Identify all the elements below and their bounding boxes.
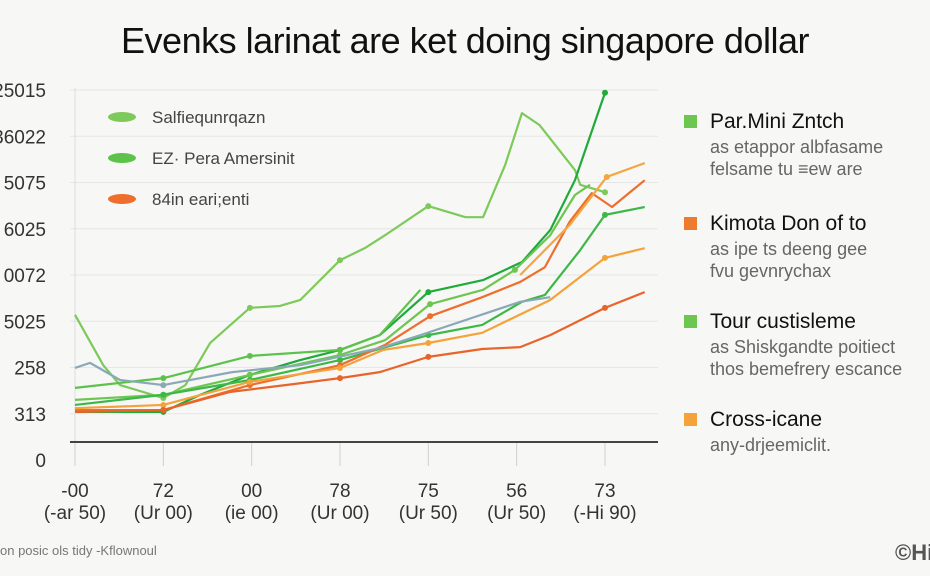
- legend-description: thos bemefrery escance: [710, 359, 903, 379]
- series-line: [74, 247, 645, 410]
- legend-title: Kimota Don of to: [710, 212, 867, 235]
- data-point: [336, 257, 343, 264]
- legend-description: any-drjeemiclit.: [710, 435, 832, 455]
- legend-description: as Shiskgandte poitiect: [710, 337, 896, 357]
- y-tick-label: 6025: [4, 220, 46, 241]
- legend-swatch: [684, 217, 697, 230]
- series-3: [74, 289, 422, 389]
- x-tick-sublabel: (Ur 00): [134, 503, 193, 524]
- x-tick-sublabel: (Ur 50): [487, 503, 546, 524]
- data-point: [160, 401, 167, 408]
- legend-title: Tour custisleme: [710, 310, 856, 333]
- x-tick-label: 78: [329, 481, 350, 502]
- brand-logo: ©Hi: [895, 540, 930, 565]
- legend-label: Salfiequnrqazn: [152, 108, 265, 127]
- y-tick-label: 0072: [4, 266, 46, 287]
- legend-swatch: [684, 115, 697, 128]
- data-point: [160, 382, 167, 389]
- data-point: [511, 266, 518, 273]
- data-point: [425, 339, 432, 346]
- footer-note: on posic ols tidy -Kflownoul: [0, 543, 157, 558]
- series-line: [74, 291, 646, 413]
- chart-title: Evenks larinat are ket doing singapore d…: [121, 20, 809, 61]
- gridlines: [70, 88, 658, 465]
- x-tick-sublabel: (ie 00): [225, 503, 279, 524]
- x-tick-sublabel: (-ar 50): [44, 503, 106, 524]
- legend-description: felsame tu ≡ew are: [710, 159, 863, 179]
- series-7: [74, 247, 645, 410]
- x-tick-label: 00: [241, 481, 262, 502]
- legend-marker: [108, 153, 136, 163]
- x-tick-sublabel: (Ur 50): [399, 503, 458, 524]
- data-point: [601, 304, 608, 311]
- y-tick-label: 313: [14, 405, 46, 426]
- x-axis-ticks: -00(-ar 50)72(Ur 00)00(ie 00)78(Ur 00)75…: [44, 442, 637, 524]
- data-point: [425, 203, 432, 210]
- x-tick-sublabel: (-Hi 90): [573, 503, 636, 524]
- data-point: [603, 173, 610, 180]
- series-lines: [74, 89, 646, 415]
- series-line: [74, 296, 551, 387]
- data-point: [601, 211, 608, 218]
- y-tick-label: 5075: [4, 174, 46, 195]
- series-line: [74, 289, 422, 389]
- data-point: [246, 371, 253, 378]
- series-line: [519, 162, 646, 276]
- data-point: [336, 375, 343, 382]
- x-tick-sublabel: (Ur 00): [310, 503, 369, 524]
- data-point: [601, 189, 608, 196]
- legend-description: fvu gevnrychax: [710, 261, 832, 281]
- series-10: [74, 296, 551, 389]
- x-tick-label: 75: [418, 481, 439, 502]
- x-tick-label: -00: [61, 481, 88, 502]
- x-tick-label: 72: [153, 481, 174, 502]
- data-point: [601, 254, 608, 261]
- data-point: [246, 378, 253, 385]
- x-tick-label: 73: [594, 481, 615, 502]
- data-point: [160, 375, 167, 382]
- data-point: [427, 313, 434, 320]
- data-point: [160, 391, 167, 398]
- data-point: [246, 304, 253, 311]
- y-tick-label: 5025: [4, 312, 46, 333]
- series-9: [74, 291, 646, 414]
- data-point: [601, 89, 608, 96]
- y-tick-label: 36022: [0, 127, 46, 148]
- legend-label: 84in eari;enti: [152, 190, 249, 209]
- legend-marker: [108, 194, 136, 204]
- data-point: [336, 357, 343, 364]
- data-point: [160, 407, 167, 414]
- legend-description: as etappor albfasame: [710, 137, 884, 157]
- legend-title: Cross-icane: [710, 408, 823, 431]
- y-tick-label: 258: [14, 359, 46, 380]
- legend-title: Par.Mini Zntch: [710, 110, 845, 133]
- series-8: [519, 162, 646, 276]
- legend-marker: [108, 112, 136, 122]
- legend-description: as ipe ts deeng gee: [710, 239, 868, 259]
- data-point: [427, 301, 434, 308]
- data-point: [246, 352, 253, 359]
- series-line: [74, 205, 645, 407]
- data-point: [336, 346, 343, 353]
- legend-swatch: [684, 315, 697, 328]
- y-tick-label: 0: [35, 451, 46, 472]
- x-tick-label: 56: [506, 481, 527, 502]
- data-point: [425, 289, 432, 296]
- data-point: [336, 364, 343, 371]
- data-point: [425, 353, 432, 360]
- inner-legend: Salfiequnrqazn EZ· Pera Amersinit 84in ear…: [108, 108, 295, 209]
- legend-swatch: [684, 413, 697, 426]
- legend-label: EZ· Pera Amersinit: [152, 149, 295, 168]
